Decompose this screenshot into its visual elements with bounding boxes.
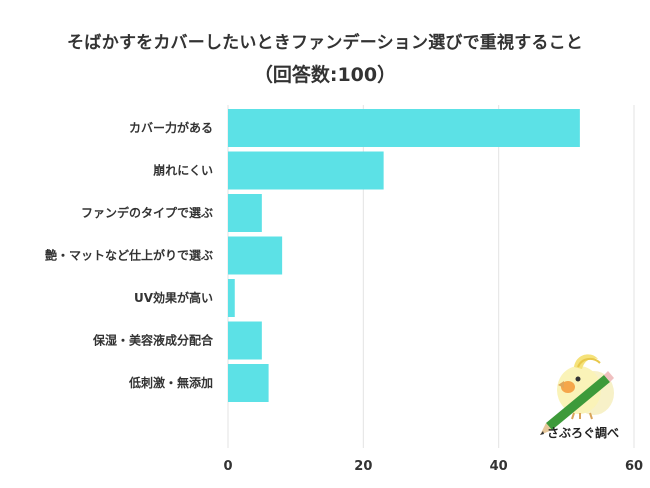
bar (228, 364, 269, 402)
x-tick-label: 20 (354, 459, 372, 474)
chart-title: そばかすをカバーしたいときファンデーション選びで重視すること (67, 33, 583, 53)
brand-mascot (534, 345, 634, 445)
category-label: 崩れにくい (153, 163, 213, 178)
x-tick-label: 0 (223, 459, 232, 474)
bar (228, 279, 235, 317)
pencil-icon (540, 371, 614, 435)
category-label: 艶・マットなど仕上がりで選ぶ (45, 248, 213, 263)
brand-label: さぶろぐ調べ (546, 426, 619, 440)
category-label: カバー力がある (129, 120, 213, 135)
bar (228, 321, 262, 360)
bar (228, 151, 384, 190)
category-label: UV効果が高い (134, 290, 213, 305)
category-label: 保湿・美容液成分配合 (92, 333, 214, 348)
x-tick-label: 60 (625, 459, 643, 474)
category-label: 低刺激・無添加 (128, 375, 213, 390)
bar (228, 109, 580, 147)
bar (228, 236, 283, 275)
x-tick-label: 40 (490, 459, 508, 474)
category-label: ファンデのタイプで選ぶ (81, 205, 213, 220)
chart-subtitle: （回答数:100） (253, 64, 397, 86)
bar (228, 194, 262, 232)
